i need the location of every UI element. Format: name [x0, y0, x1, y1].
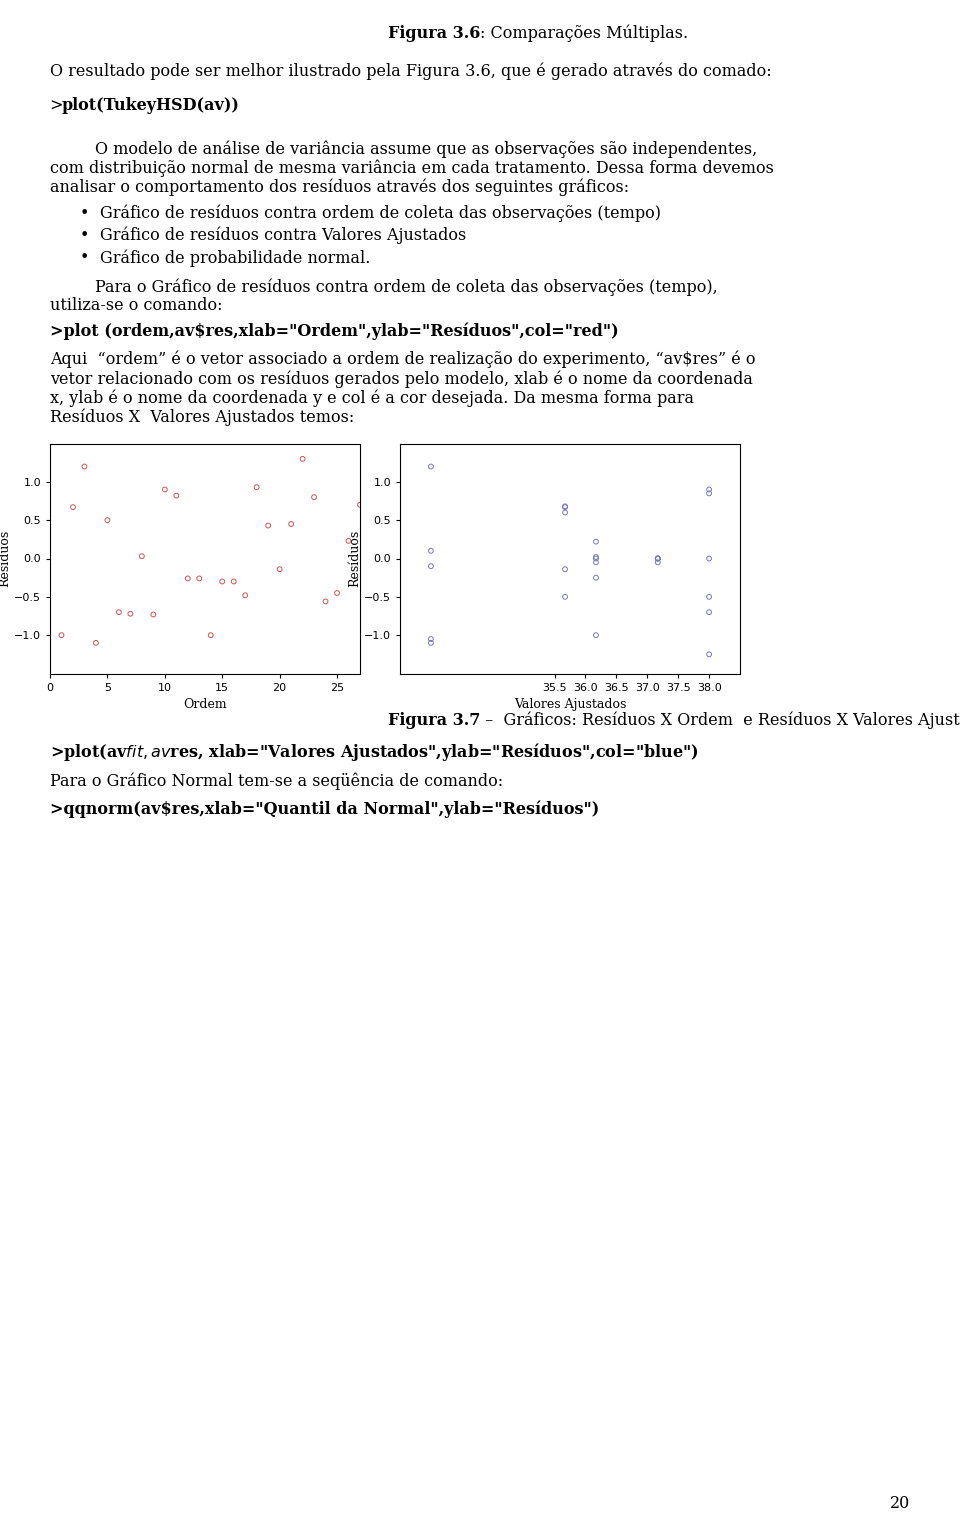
Point [295, 446, 310, 470]
Point [558, 501, 573, 525]
Text: vetor relacionado com os resíduos gerados pelo modelo, xlab é o nome da coordena: vetor relacionado com os resíduos gerado… [50, 370, 753, 388]
Text: >plot(av$fit,av$res, xlab="Valores Ajustados",ylab="Resíduos",col="blue"): >plot(av$fit,av$res, xlab="Valores Ajust… [50, 741, 699, 763]
Text: O modelo de análise de variância assume que as observações são independentes,: O modelo de análise de variância assume … [95, 140, 757, 157]
Text: 20: 20 [890, 1495, 910, 1511]
Point [588, 546, 604, 571]
Point [169, 484, 184, 508]
Text: >qqnorm(av$res,xlab="Quantil da Normal",ylab="Resíduos"): >qqnorm(av$res,xlab="Quantil da Normal",… [50, 801, 599, 817]
Text: •: • [80, 227, 89, 244]
Point [237, 583, 252, 607]
Point [650, 549, 665, 574]
Point [329, 581, 345, 606]
Point [423, 455, 439, 479]
Point [588, 545, 604, 569]
Text: –  Gráficos: Resíduos X Ordem  e Resíduos X Valores Ajustados: – Gráficos: Resíduos X Ordem e Resíduos … [480, 711, 960, 729]
Point [111, 600, 127, 624]
Point [702, 584, 717, 609]
Point [283, 511, 299, 536]
Point [272, 557, 287, 581]
Text: Resíduos X  Valores Ajustados temos:: Resíduos X Valores Ajustados temos: [50, 409, 354, 426]
Point [558, 584, 573, 609]
Text: Para o Gráfico Normal tem-se a seqüência de comando:: Para o Gráfico Normal tem-se a seqüência… [50, 773, 503, 790]
Point [134, 543, 150, 568]
Point [65, 495, 81, 519]
Point [588, 622, 604, 647]
Text: Gráfico de probabilidade normal.: Gráfico de probabilidade normal. [100, 250, 371, 266]
Text: x, ylab é o nome da coordenada y e col é a cor desejada. Da mesma forma para: x, ylab é o nome da coordenada y e col é… [50, 390, 694, 406]
Point [423, 630, 439, 654]
Point [157, 478, 173, 502]
Point [423, 554, 439, 578]
Point [146, 603, 161, 627]
Point [650, 546, 665, 571]
Point [306, 486, 322, 510]
Point [702, 478, 717, 502]
Text: : Comparações Múltiplas.: : Comparações Múltiplas. [480, 24, 688, 43]
Point [650, 546, 665, 571]
Text: analisar o comportamento dos resíduos através dos seguintes gráficos:: analisar o comportamento dos resíduos at… [50, 180, 629, 196]
Text: O resultado pode ser melhor ilustrado pela Figura 3.6, que é gerado através do c: O resultado pode ser melhor ilustrado pe… [50, 62, 772, 79]
Point [702, 642, 717, 667]
Point [588, 530, 604, 554]
Point [702, 546, 717, 571]
Point [88, 630, 104, 654]
Text: Figura 3.6: Figura 3.6 [388, 24, 480, 43]
Point [588, 566, 604, 591]
Point [100, 508, 115, 533]
Point [558, 557, 573, 581]
X-axis label: Valores Ajustados: Valores Ajustados [514, 699, 626, 711]
Text: plot(TukeyHSD(av)): plot(TukeyHSD(av)) [62, 97, 240, 114]
Point [702, 481, 717, 505]
Point [702, 600, 717, 624]
Text: Aqui  “ordem” é o vetor associado a ordem de realização do experimento, “av$res”: Aqui “ordem” é o vetor associado a ordem… [50, 350, 756, 368]
Text: Gráfico de resíduos contra Valores Ajustados: Gráfico de resíduos contra Valores Ajust… [100, 227, 467, 245]
Point [54, 622, 69, 647]
Point [77, 455, 92, 479]
Point [650, 546, 665, 571]
Point [423, 627, 439, 651]
Point [352, 493, 368, 517]
Y-axis label: Resíduos: Resíduos [348, 530, 361, 587]
Point [423, 539, 439, 563]
Text: >plot (ordem,av$res,xlab="Ordem",ylab="Resíduos",col="red"): >plot (ordem,av$res,xlab="Ordem",ylab="R… [50, 323, 618, 341]
Text: •: • [80, 204, 89, 222]
Point [558, 495, 573, 519]
Text: >: > [50, 97, 68, 114]
Point [192, 566, 207, 591]
Text: utiliza-se o comando:: utiliza-se o comando: [50, 297, 223, 315]
X-axis label: Ordem: Ordem [183, 699, 227, 711]
Point [558, 495, 573, 519]
Text: Gráfico de resíduos contra ordem de coleta das observações (tempo): Gráfico de resíduos contra ordem de cole… [100, 204, 661, 222]
Point [260, 513, 276, 537]
Text: •: • [80, 250, 89, 266]
Point [180, 566, 196, 591]
Point [123, 601, 138, 626]
Text: Para o Gráfico de resíduos contra ordem de coleta das observações (tempo),: Para o Gráfico de resíduos contra ordem … [95, 279, 718, 295]
Point [226, 569, 241, 594]
Text: Figura 3.7: Figura 3.7 [388, 711, 480, 729]
Point [318, 589, 333, 613]
Point [249, 475, 264, 499]
Y-axis label: Resíduos: Resíduos [0, 530, 12, 587]
Point [588, 549, 604, 574]
Point [204, 622, 219, 647]
Point [650, 546, 665, 571]
Point [214, 569, 229, 594]
Text: com distribuição normal de mesma variância em cada tratamento. Dessa forma devem: com distribuição normal de mesma variânc… [50, 160, 774, 177]
Point [341, 528, 356, 552]
